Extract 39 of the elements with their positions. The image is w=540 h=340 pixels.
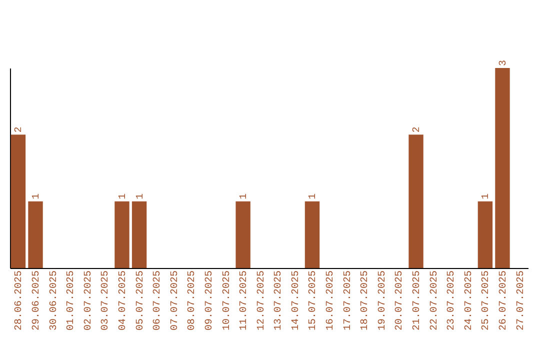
x-tick-label: 21.07.2025	[412, 270, 424, 331]
x-tick-label: 05.07.2025	[135, 270, 146, 331]
data-label: 1	[135, 193, 146, 200]
data-label: 3	[498, 60, 510, 66]
x-tick-label: 20.07.2025	[394, 270, 406, 331]
data-label: 1	[118, 193, 129, 200]
x-tick-label: 14.07.2025	[290, 270, 302, 331]
x-tick-label: 04.07.2025	[118, 270, 129, 331]
x-tick-label: 11.07.2025	[239, 270, 250, 331]
data-label: 1	[481, 193, 492, 200]
x-tick-label: 10.07.2025	[222, 270, 233, 331]
x-tick-label: 12.07.2025	[256, 270, 268, 331]
x-tick-label: 06.07.2025	[152, 270, 164, 331]
data-label: 2	[412, 126, 424, 133]
x-tick-label: 08.07.2025	[187, 270, 198, 331]
data-label: 2	[14, 126, 26, 133]
x-tick-label: 26.07.2025	[498, 270, 510, 331]
data-label: 1	[239, 193, 250, 200]
x-tick-label: 27.07.2025	[516, 270, 527, 331]
x-tick-label: 25.07.2025	[481, 270, 492, 331]
x-tick-label: 29.06.2025	[32, 270, 43, 331]
x-tick-label: 16.07.2025	[326, 270, 337, 331]
x-tick-label: 03.07.2025	[100, 270, 112, 331]
data-label: 1	[308, 193, 320, 200]
x-tick-label: 24.07.2025	[464, 270, 475, 331]
x-tick-label: 09.07.2025	[204, 270, 216, 331]
x-tick-label: 17.07.2025	[342, 270, 354, 331]
x-tick-label: 18.07.2025	[360, 270, 372, 331]
x-tick-label: 13.07.2025	[274, 270, 285, 331]
x-tick-label: 19.07.2025	[377, 270, 388, 331]
x-tick-label: 22.07.2025	[429, 270, 440, 331]
x-tick-label: 23.07.2025	[446, 270, 458, 331]
x-tick-label: 30.06.2025	[48, 270, 60, 331]
x-tick-label: 02.07.2025	[83, 270, 94, 331]
x-tick-label: 15.07.2025	[308, 270, 320, 331]
data-label: 1	[32, 193, 43, 200]
x-tick-label: 01.07.2025	[66, 270, 78, 331]
x-tick-label: 07.07.2025	[170, 270, 181, 331]
x-tick-label: 28.06.2025	[14, 270, 26, 331]
